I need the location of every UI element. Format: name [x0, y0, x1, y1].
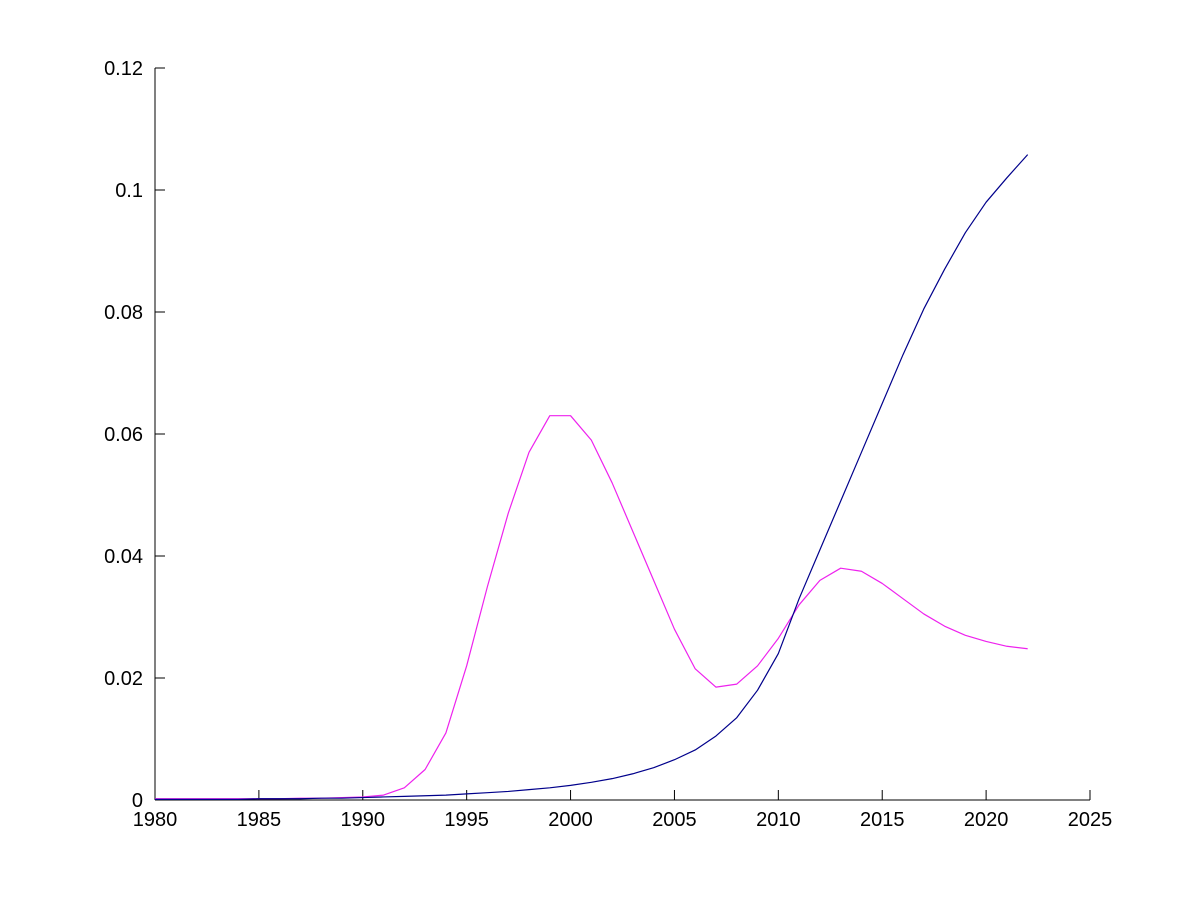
- x-tick-label: 2025: [1068, 809, 1113, 831]
- y-tick-label: 0.02: [104, 668, 143, 690]
- x-tick-label: 1995: [444, 809, 489, 831]
- x-tick-label: 1985: [237, 809, 282, 831]
- x-tick-label: 2015: [860, 809, 905, 831]
- y-tick-label: 0.1: [115, 180, 143, 202]
- y-tick-label: 0: [132, 790, 143, 812]
- y-tick-label: 0.06: [104, 424, 143, 446]
- x-tick-label: 2005: [652, 809, 697, 831]
- x-tick-label: 1980: [133, 809, 178, 831]
- y-tick-label: 0.08: [104, 302, 143, 324]
- y-tick-label: 0.04: [104, 546, 143, 568]
- magenta-series-line: [155, 415, 1028, 800]
- x-tick-label: 1990: [341, 809, 386, 831]
- blue-series-line: [155, 154, 1029, 800]
- x-tick-label: 2010: [756, 809, 801, 831]
- y-tick-label: 0.12: [104, 58, 143, 80]
- x-tick-label: 2020: [964, 809, 1009, 831]
- x-tick-label: 2000: [548, 809, 593, 831]
